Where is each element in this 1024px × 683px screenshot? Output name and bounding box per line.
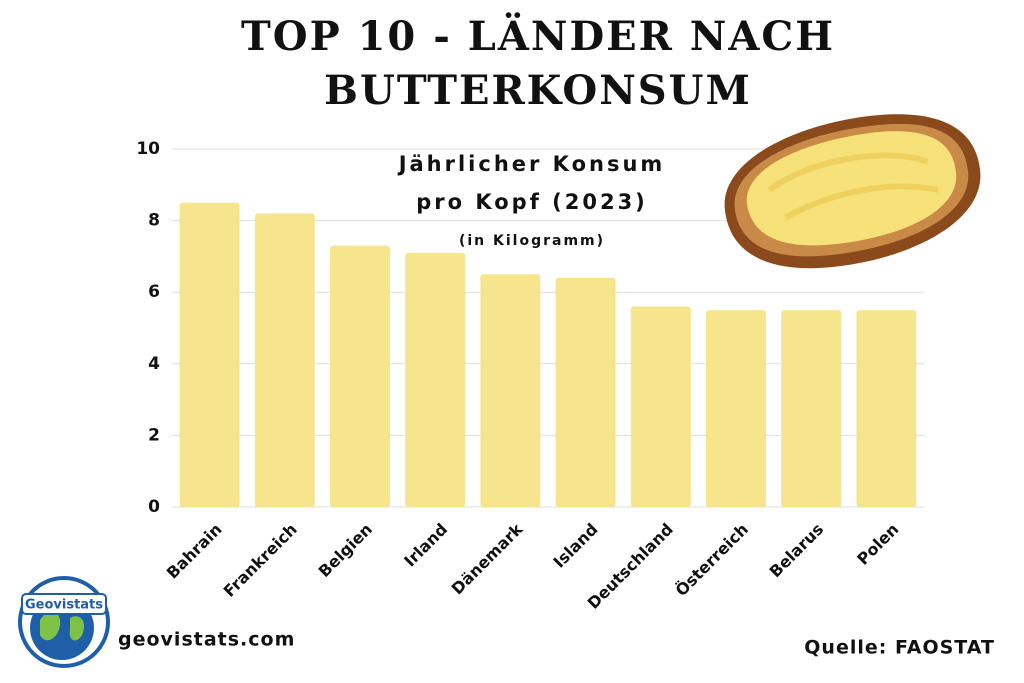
y-tick-label: 2 [148, 425, 160, 445]
y-tick-label: 0 [148, 497, 160, 517]
source: Quelle: FAOSTAT [804, 637, 995, 659]
x-tick-label: Frankreich [220, 520, 301, 601]
bar [781, 310, 842, 507]
chart-title: TOP 10 - LÄNDER NACH [241, 13, 835, 60]
bar [856, 310, 917, 507]
subtitle: Jährlicher Konsum [397, 152, 666, 176]
y-tick-label: 4 [148, 354, 160, 374]
bar [405, 252, 466, 507]
website: geovistats.com [118, 629, 295, 651]
x-tick-label: Belgien [315, 520, 376, 581]
bread-image [724, 114, 981, 269]
logo-text: Geovistats [25, 598, 103, 613]
y-tick-label: 6 [148, 282, 160, 302]
y-tick-label: 10 [136, 139, 160, 159]
bar [630, 306, 691, 507]
unit-note: (in Kilogramm) [459, 233, 605, 249]
bar [706, 310, 766, 507]
bar [555, 277, 616, 507]
x-tick-label: Bahrain [163, 520, 226, 583]
x-tick-label: Island [550, 520, 602, 572]
logo: Geovistats [18, 576, 110, 668]
bar [330, 245, 390, 507]
x-tick-label: Österreich [672, 520, 752, 600]
bar [254, 213, 315, 507]
x-tick-label: Belarus [766, 520, 828, 582]
x-tick-label: Polen [853, 520, 902, 569]
bar [179, 202, 240, 507]
bar [480, 274, 541, 507]
x-tick-label: Irland [400, 520, 451, 571]
x-tick-label: Dänemark [448, 519, 527, 598]
subtitle: pro Kopf (2023) [416, 190, 648, 214]
chart-title: BUTTERKONSUM [324, 67, 752, 114]
y-tick-label: 8 [148, 211, 160, 231]
